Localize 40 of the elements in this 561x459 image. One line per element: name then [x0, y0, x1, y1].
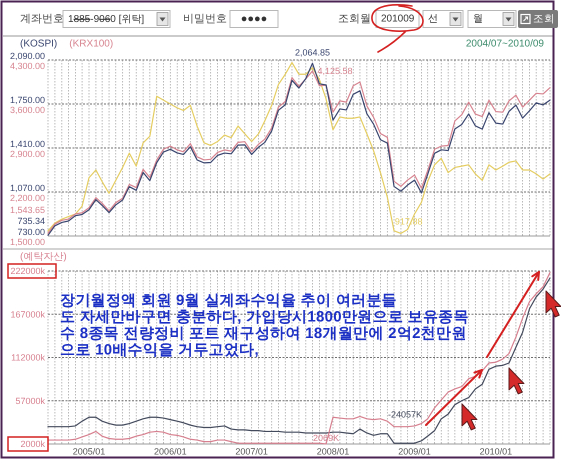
- y-tick-label: 730.00: [17, 227, 45, 237]
- text: 월: [473, 14, 483, 24]
- text: (KRX100): [69, 38, 114, 50]
- y-tick-label: 222000k: [10, 266, 46, 276]
- text: (KOSPI): [20, 38, 58, 50]
- x-tick-label: 2009/01: [398, 446, 431, 456]
- data-label: 4,125.58: [317, 66, 353, 76]
- data-label: 1,543.65: [10, 205, 45, 215]
- text: 계좌번호: [20, 13, 64, 25]
- y-tick-label: 167000k: [10, 309, 46, 320]
- text: 201009: [381, 14, 415, 24]
- y-tick-label: 1,750.00: [10, 95, 45, 105]
- x-tick-label: 2008/01: [316, 446, 350, 456]
- y2-tick-label: 4,300.00: [10, 61, 45, 71]
- x-tick-label: 2005/01: [72, 446, 106, 456]
- annotation: 장기월정액 회원 9월 실계좌수익율 추이 여러분들 도 자세만바구면 충분하다, 가입당시1800만원으로 보유종목 수 8종목 전량정비 포트 재구성하여 18개월만에 2억2천만원 으로 10배수익을 거두고었다,: [60, 292, 469, 358]
- text: 조회월: [338, 13, 371, 25]
- y-axis-title: (예탁자산): [20, 252, 67, 262]
- y-tick-label: 2000k: [20, 439, 46, 449]
- chart-subtitle: 2004/07~2010/09: [466, 38, 544, 50]
- text: 비밀번호: [183, 13, 227, 25]
- text: 선: [428, 14, 438, 24]
- x-tick-label: 2007/01: [235, 446, 268, 456]
- data-label: 2,064.85: [294, 47, 330, 58]
- y2-tick-label: 2,200.00: [10, 193, 45, 203]
- y-tick-label: 57000k: [15, 396, 46, 406]
- text: 1885-9060 [위탁]: [68, 14, 144, 24]
- y-tick-label: 1,410.00: [10, 139, 45, 149]
- y2-tick-label: 1,500.00: [10, 237, 45, 247]
- y2-tick-label: 2,900.00: [10, 149, 45, 159]
- y-tick-label: 1,070.00: [10, 183, 45, 193]
- text: ●●●●: [240, 13, 268, 25]
- text: 조회: [533, 13, 555, 25]
- y-tick-label: 2,090.00: [10, 51, 45, 61]
- y2-tick-label: 3,600.00: [10, 105, 45, 115]
- x-tick-label: 2010/01: [480, 446, 512, 456]
- annotation: -24057K: [388, 410, 422, 420]
- x-tick-label: 2006/01: [154, 446, 187, 456]
- y-tick-label: 112000k: [11, 352, 46, 362]
- data-label: 735.34: [17, 216, 45, 226]
